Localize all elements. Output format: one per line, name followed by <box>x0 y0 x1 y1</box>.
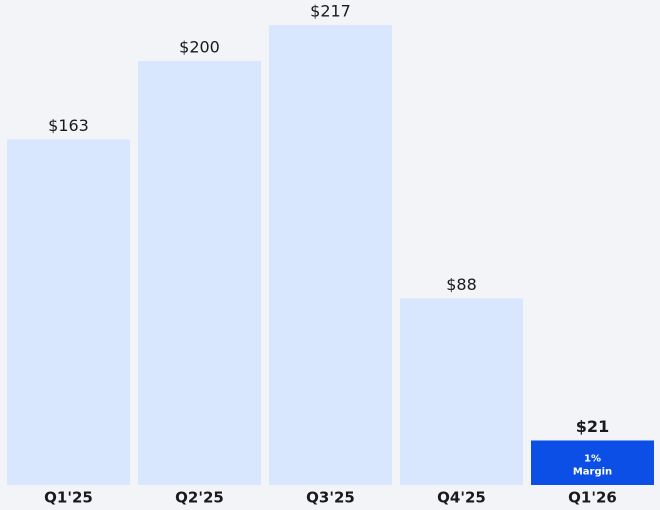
x-tick-label: Q4'25 <box>437 489 486 507</box>
bar <box>138 61 261 485</box>
value-label: $200 <box>179 38 220 57</box>
annotation: 1% <box>584 453 601 464</box>
value-label: $21 <box>576 417 609 436</box>
x-tick-label: Q3'25 <box>306 489 355 507</box>
bar <box>7 139 130 486</box>
value-label: $217 <box>310 2 351 21</box>
bar <box>400 298 523 485</box>
annotation: Margin <box>573 466 612 477</box>
bar <box>531 440 654 485</box>
value-label: $88 <box>446 275 477 294</box>
x-tick-label: Q2'25 <box>175 489 224 507</box>
value-label: $163 <box>48 116 89 135</box>
x-tick-label: Q1'26 <box>568 489 617 507</box>
x-tick-label: Q1'25 <box>44 489 93 507</box>
bar <box>269 25 392 485</box>
